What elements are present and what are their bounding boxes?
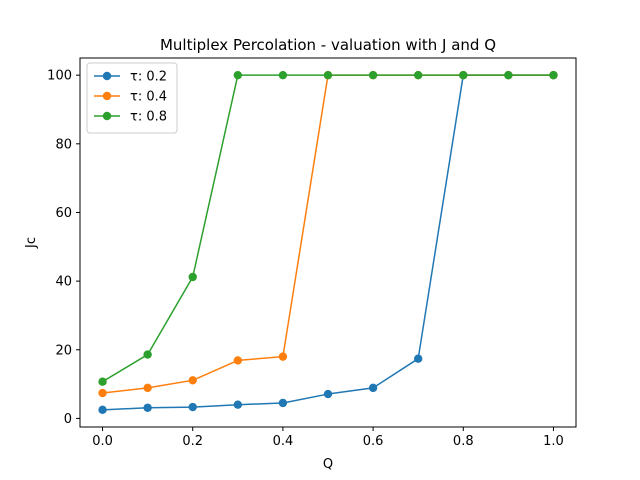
data-point bbox=[233, 70, 243, 80]
y-tick-label: 80 bbox=[55, 137, 72, 152]
data-point bbox=[188, 272, 197, 282]
data-point bbox=[98, 377, 107, 386]
data-point bbox=[143, 403, 152, 412]
x-tick-label: 0.0 bbox=[92, 434, 113, 449]
chart-title: Multiplex Percolation - valuation with J… bbox=[160, 36, 496, 54]
legend-marker bbox=[102, 71, 112, 81]
y-tick-label: 60 bbox=[55, 206, 72, 221]
legend-label: τ: 0.2 bbox=[130, 70, 167, 85]
data-point bbox=[278, 398, 288, 408]
legend-item: τ: 0.4 bbox=[94, 90, 167, 105]
legend-item: τ: 0.8 bbox=[94, 110, 167, 125]
legend-marker bbox=[102, 91, 112, 101]
data-point bbox=[368, 70, 378, 80]
data-point bbox=[233, 356, 243, 365]
axis-ticks: 0.0 0.2 0.4 0.6 0.8 1.0 0 20 40 60 80 100 bbox=[47, 69, 564, 449]
data-point bbox=[143, 383, 152, 393]
legend-label: τ: 0.8 bbox=[130, 110, 167, 125]
data-point bbox=[233, 400, 243, 409]
legend-item: τ: 0.2 bbox=[94, 70, 167, 85]
data-point bbox=[143, 350, 152, 359]
data-point bbox=[413, 70, 423, 80]
data-point bbox=[459, 70, 468, 80]
y-axis-label: Jc bbox=[24, 237, 39, 249]
legend-label: τ: 0.4 bbox=[130, 90, 167, 105]
data-point bbox=[323, 70, 333, 80]
x-tick-label: 0.2 bbox=[182, 434, 203, 449]
x-tick-label: 0.4 bbox=[273, 434, 294, 449]
x-axis-label: Q bbox=[323, 457, 333, 472]
data-point bbox=[188, 402, 197, 412]
plot-area bbox=[98, 70, 558, 415]
data-point bbox=[413, 354, 423, 363]
x-tick-label: 0.8 bbox=[453, 434, 474, 449]
data-point bbox=[323, 389, 333, 399]
x-tick-label: 0.6 bbox=[363, 434, 384, 449]
y-tick-label: 40 bbox=[55, 275, 72, 290]
data-point bbox=[549, 70, 558, 80]
x-tick-label: 1.0 bbox=[543, 434, 564, 449]
y-tick-label: 20 bbox=[55, 343, 72, 358]
data-point bbox=[98, 405, 107, 415]
legend-marker bbox=[102, 111, 112, 121]
data-point bbox=[368, 383, 378, 393]
series-3 bbox=[98, 70, 558, 386]
data-point bbox=[504, 70, 513, 80]
legend: τ: 0.2 τ: 0.4 τ: 0.8 bbox=[86, 62, 178, 134]
data-point bbox=[98, 388, 107, 398]
y-tick-label: 100 bbox=[47, 69, 72, 84]
y-tick-label: 0 bbox=[64, 412, 72, 427]
data-point bbox=[278, 352, 288, 361]
data-point bbox=[188, 376, 197, 385]
axes-frame bbox=[79, 57, 577, 428]
data-point bbox=[278, 70, 288, 80]
